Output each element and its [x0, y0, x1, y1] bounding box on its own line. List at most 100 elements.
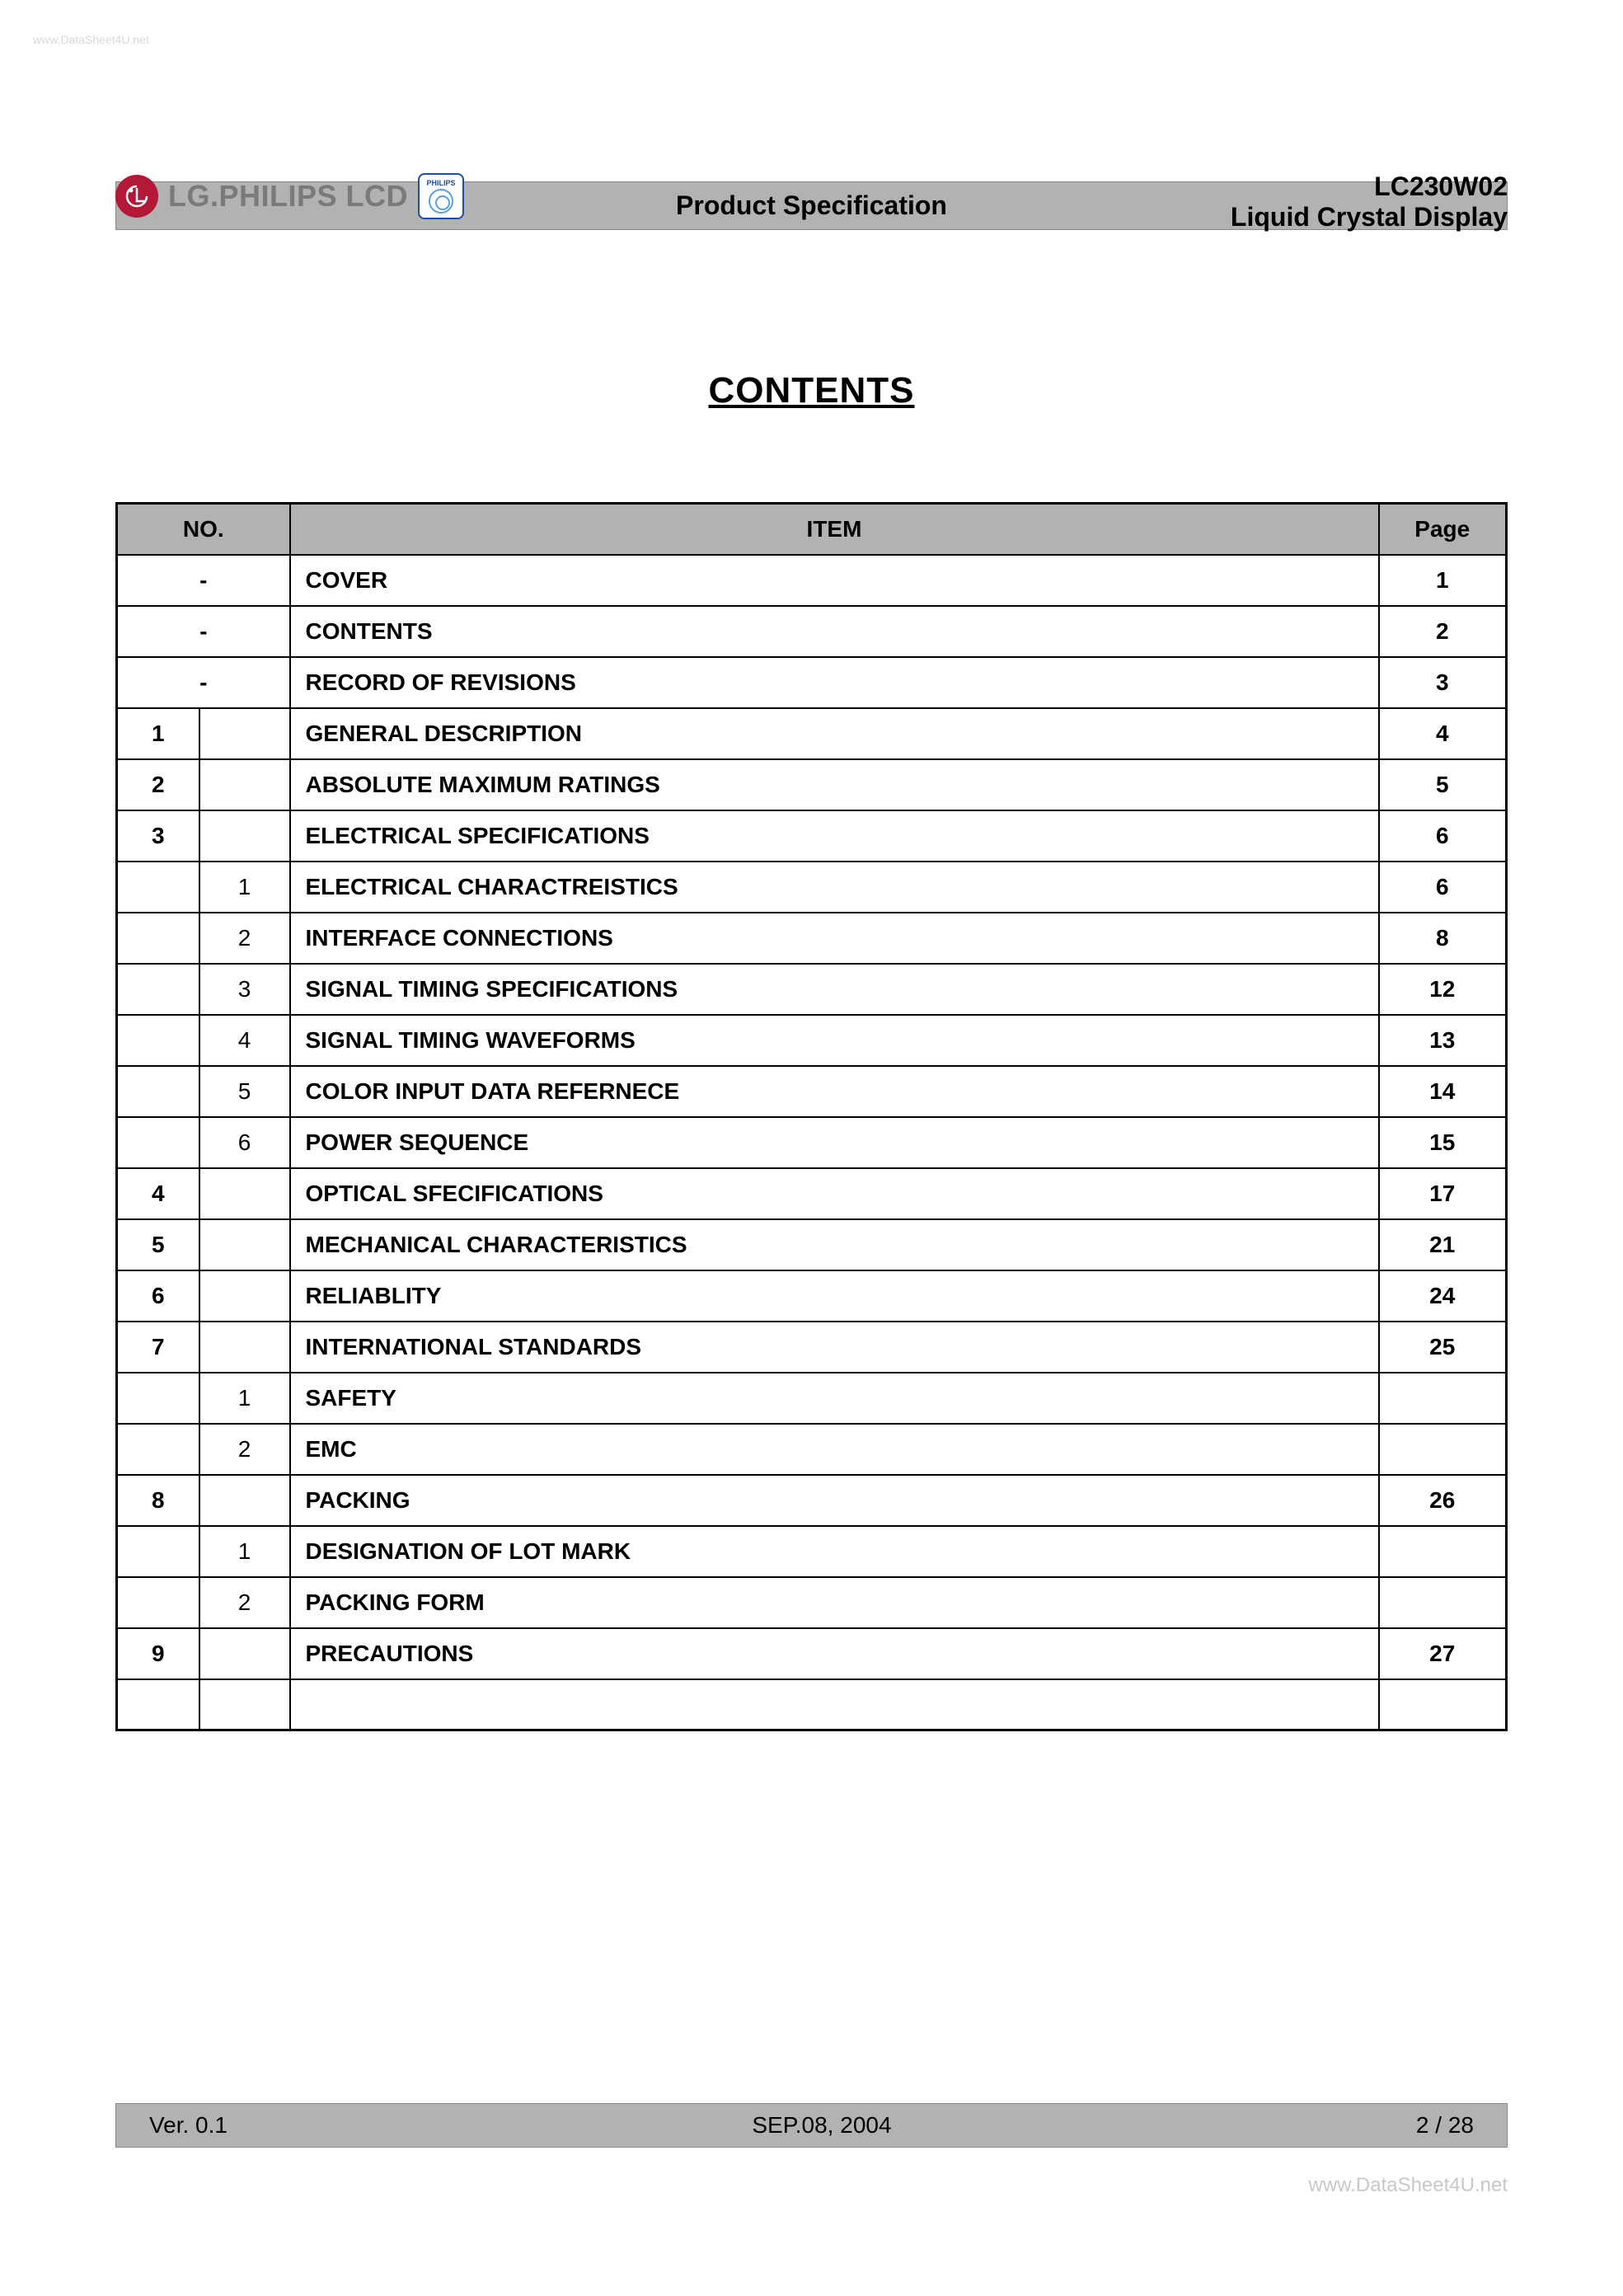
- cell-item: ELECTRICAL CHARACTREISTICS: [290, 862, 1379, 913]
- cell-item: PACKING FORM: [290, 1577, 1379, 1628]
- cell-page: 8: [1379, 913, 1507, 964]
- cell-item: RELIABLITY: [290, 1270, 1379, 1322]
- table-row: 1DESIGNATION OF LOT MARK: [117, 1526, 1507, 1577]
- table-row: 7 INTERNATIONAL STANDARDS25: [117, 1322, 1507, 1373]
- cell-item: SIGNAL TIMING SPECIFICATIONS: [290, 964, 1379, 1015]
- cell-page: 17: [1379, 1168, 1507, 1219]
- cell-item: ABSOLUTE MAXIMUM RATINGS: [290, 759, 1379, 810]
- cell-page: 24: [1379, 1270, 1507, 1322]
- philips-swirl-icon: [429, 189, 453, 214]
- table-row: 4 OPTICAL SFECIFICATIONS17: [117, 1168, 1507, 1219]
- table-row: 6 RELIABLITY24: [117, 1270, 1507, 1322]
- cell-no2: [199, 1475, 290, 1526]
- cell-no1: [117, 964, 199, 1015]
- table-row: 2INTERFACE CONNECTIONS8: [117, 913, 1507, 964]
- cell-page: 5: [1379, 759, 1507, 810]
- cell-no2: [199, 1270, 290, 1322]
- cell-item: SAFETY: [290, 1373, 1379, 1424]
- cell-no2: 1: [199, 1373, 290, 1424]
- cell-page: 1: [1379, 555, 1507, 606]
- cell-item: COVER: [290, 555, 1379, 606]
- cell-item: POWER SEQUENCE: [290, 1117, 1379, 1168]
- header-right: LC230W02 Liquid Crystal Display: [1231, 171, 1508, 232]
- col-header-item: ITEM: [290, 504, 1379, 555]
- cell-no-merged: -: [117, 555, 290, 606]
- cell-page: 21: [1379, 1219, 1507, 1270]
- cell-no2: [199, 708, 290, 759]
- cell-no2: [199, 759, 290, 810]
- table-row: -COVER1: [117, 555, 1507, 606]
- table-row: 3ELECTRICAL SPECIFICATIONS6: [117, 810, 1507, 862]
- table-row: 9PRECAUTIONS27: [117, 1628, 1507, 1679]
- table-row: 2PACKING FORM: [117, 1577, 1507, 1628]
- table-row: 1GENERAL DESCRIPTION4: [117, 708, 1507, 759]
- cell-item: EMC: [290, 1424, 1379, 1475]
- cell-no2: 2: [199, 913, 290, 964]
- cell-no1: [117, 1117, 199, 1168]
- col-header-page: Page: [1379, 504, 1507, 555]
- contents-table: NO. ITEM Page -COVER1-CONTENTS2-RECORD O…: [115, 502, 1508, 1731]
- cell-no1: [117, 862, 199, 913]
- cell-no1: 4: [117, 1168, 199, 1219]
- cell-no2: 3: [199, 964, 290, 1015]
- logo-block: LG.PHILIPS LCD PHILIPS: [115, 173, 464, 219]
- cell-page: 13: [1379, 1015, 1507, 1066]
- lg-logo-icon: [115, 175, 158, 218]
- cell-item: INTERFACE CONNECTIONS: [290, 913, 1379, 964]
- table-row: 8PACKING26: [117, 1475, 1507, 1526]
- footer-bar: Ver. 0.1 SEP.08, 2004 2 / 28: [115, 2103, 1508, 2148]
- cell-page: [1379, 1679, 1507, 1730]
- cell-no-merged: -: [117, 606, 290, 657]
- cell-page: [1379, 1526, 1507, 1577]
- cell-no1: [117, 1066, 199, 1117]
- table-row: 6POWER SEQUENCE15: [117, 1117, 1507, 1168]
- cell-page: 26: [1379, 1475, 1507, 1526]
- cell-item: OPTICAL SFECIFICATIONS: [290, 1168, 1379, 1219]
- cell-page: 6: [1379, 810, 1507, 862]
- model-number: LC230W02: [1231, 171, 1508, 202]
- table-row: 1ELECTRICAL CHARACTREISTICS6: [117, 862, 1507, 913]
- cell-no2: 1: [199, 862, 290, 913]
- cell-no1: [117, 1424, 199, 1475]
- watermark-bottom: www.DataSheet4U.net: [1309, 2174, 1508, 2197]
- cell-page: 14: [1379, 1066, 1507, 1117]
- table-row: 1SAFETY: [117, 1373, 1507, 1424]
- cell-no1: [117, 1526, 199, 1577]
- cell-page: [1379, 1424, 1507, 1475]
- table-row: -RECORD OF REVISIONS3: [117, 657, 1507, 708]
- cell-page: 15: [1379, 1117, 1507, 1168]
- cell-item: COLOR INPUT DATA REFERNECE: [290, 1066, 1379, 1117]
- cell-no1: 2: [117, 759, 199, 810]
- table-row: 5COLOR INPUT DATA REFERNECE14: [117, 1066, 1507, 1117]
- cell-page: [1379, 1373, 1507, 1424]
- table-header-row: NO. ITEM Page: [117, 504, 1507, 555]
- cell-item: [290, 1679, 1379, 1730]
- cell-item: ELECTRICAL SPECIFICATIONS: [290, 810, 1379, 862]
- cell-item: MECHANICAL CHARACTERISTICS: [290, 1219, 1379, 1270]
- cell-item: INTERNATIONAL STANDARDS: [290, 1322, 1379, 1373]
- cell-page: 3: [1379, 657, 1507, 708]
- cell-no2: 1: [199, 1526, 290, 1577]
- cell-no2: 6: [199, 1117, 290, 1168]
- cell-no2: [199, 810, 290, 862]
- cell-item: GENERAL DESCRIPTION: [290, 708, 1379, 759]
- cell-no2: 2: [199, 1577, 290, 1628]
- cell-no1: [117, 1577, 199, 1628]
- cell-no1: 8: [117, 1475, 199, 1526]
- cell-no1: [117, 913, 199, 964]
- cell-no1: 6: [117, 1270, 199, 1322]
- table-row: 3SIGNAL TIMING SPECIFICATIONS12: [117, 964, 1507, 1015]
- cell-item: CONTENTS: [290, 606, 1379, 657]
- cell-no1: [117, 1373, 199, 1424]
- cell-no1: 7: [117, 1322, 199, 1373]
- footer-version: Ver. 0.1: [149, 2112, 228, 2139]
- cell-page: 27: [1379, 1628, 1507, 1679]
- philips-badge-label: PHILIPS: [427, 179, 456, 187]
- cell-no2: [199, 1219, 290, 1270]
- header: LG.PHILIPS LCD PHILIPS LC230W02 Liquid C…: [115, 181, 1508, 230]
- table-row: 2EMC: [117, 1424, 1507, 1475]
- cell-no1: 1: [117, 708, 199, 759]
- cell-no2: 2: [199, 1424, 290, 1475]
- cell-item: PRECAUTIONS: [290, 1628, 1379, 1679]
- cell-page: 25: [1379, 1322, 1507, 1373]
